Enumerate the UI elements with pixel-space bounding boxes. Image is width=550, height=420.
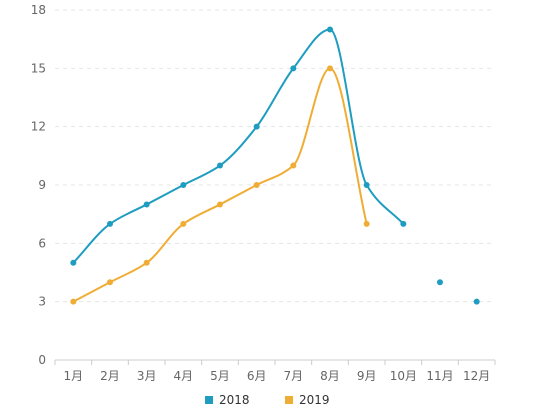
data-point-2019 <box>217 201 223 208</box>
grid-layer <box>55 9 495 303</box>
legend-swatch <box>205 396 213 404</box>
legend-item-2019[interactable]: 2019 <box>285 393 330 407</box>
data-point-2019 <box>107 279 113 286</box>
y-tick-label: 0 <box>38 353 46 367</box>
x-tick-label: 6月 <box>247 369 267 383</box>
x-tick-label: 1月 <box>64 369 84 383</box>
data-point-2019 <box>253 182 260 188</box>
data-point-2018 <box>473 298 480 305</box>
x-tick-label: 2月 <box>100 369 120 383</box>
data-point-2018 <box>217 162 223 169</box>
data-point-2018 <box>327 26 333 33</box>
x-tick-label: 3月 <box>137 369 157 383</box>
axis-layer: 0 3 6 9 12 15 18 1月 2月 3月 4月 5月 6月 7月 8月 9月 10月 11月 12月 <box>31 3 496 383</box>
x-tick-label: 5月 <box>210 369 230 383</box>
data-point-2018 <box>363 182 370 188</box>
data-point-2019 <box>363 220 370 227</box>
y-tick-label: 12 <box>31 120 46 134</box>
legend[interactable]: 2018 2019 <box>205 393 330 407</box>
data-point-2019 <box>290 162 297 169</box>
data-point-2018 <box>253 123 260 130</box>
x-tick-label: 12月 <box>463 369 490 383</box>
data-point-2018 <box>437 279 443 286</box>
data-point-2018 <box>143 201 150 208</box>
series-layer <box>70 26 480 305</box>
x-tick-label: 10月 <box>390 369 417 383</box>
data-point-2018 <box>290 65 297 72</box>
y-tick-label: 3 <box>38 295 46 309</box>
data-point-2018 <box>107 220 113 227</box>
x-tick-label: 9月 <box>357 369 377 383</box>
data-point-2018 <box>400 220 407 227</box>
legend-item-2018[interactable]: 2018 <box>205 393 250 407</box>
series-line-2018 <box>72 28 405 264</box>
y-tick-label: 15 <box>31 61 46 75</box>
data-point-2018 <box>180 182 187 188</box>
data-point-2018 <box>70 259 77 266</box>
x-tick-label: 4月 <box>174 369 194 383</box>
x-tick-label: 8月 <box>320 369 340 383</box>
y-tick-label: 9 <box>38 178 46 192</box>
legend-swatch <box>285 396 293 404</box>
y-tick-label: 6 <box>38 236 46 250</box>
x-tick-label: 11月 <box>426 369 453 383</box>
data-point-2019 <box>327 65 333 72</box>
legend-label: 2019 <box>299 393 330 407</box>
data-point-2019 <box>70 298 77 305</box>
data-point-2019 <box>143 259 150 266</box>
legend-label: 2018 <box>219 393 250 407</box>
x-tick-label: 7月 <box>284 369 304 383</box>
data-point-2019 <box>180 220 187 227</box>
y-tick-label: 18 <box>31 3 46 17</box>
